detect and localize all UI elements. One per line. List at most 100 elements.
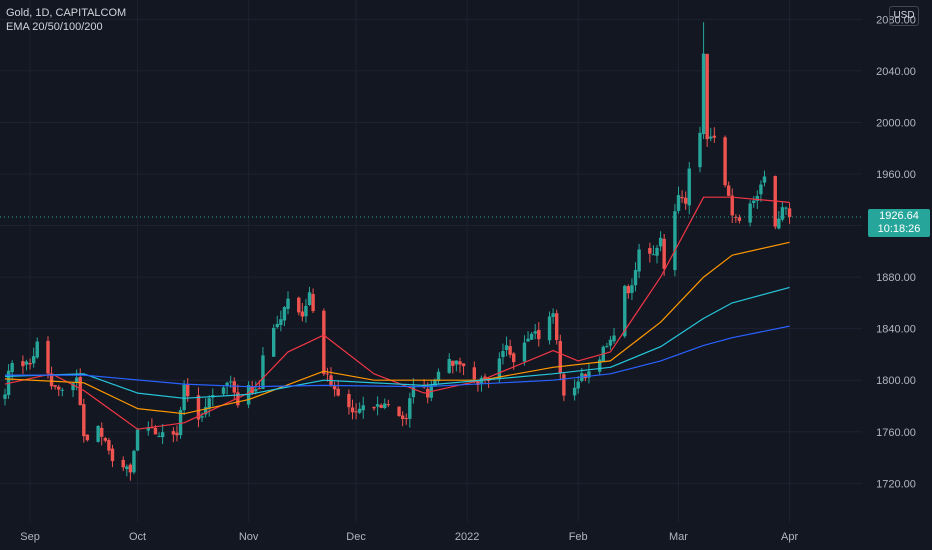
- candle-body: [203, 407, 208, 415]
- candle-body: [49, 373, 54, 387]
- candle-body: [175, 432, 179, 436]
- candle-body: [160, 432, 165, 438]
- candle-body: [651, 254, 656, 256]
- x-tick-label: Apr: [781, 531, 798, 543]
- x-tick-label: Feb: [569, 531, 588, 543]
- candle-body: [551, 313, 555, 317]
- candle-body: [501, 351, 505, 358]
- candle-body: [787, 208, 792, 217]
- candle-body: [254, 388, 258, 392]
- symbol-title[interactable]: Gold, 1D, CAPITALCOM: [6, 7, 127, 19]
- candle-body: [31, 356, 36, 364]
- y-tick-label: 2040.00: [876, 66, 916, 78]
- candle-body: [221, 387, 226, 394]
- candle-body: [683, 197, 688, 204]
- candle-body: [85, 434, 90, 441]
- candle-body: [228, 381, 233, 383]
- candle-body: [135, 429, 140, 451]
- candle-body: [225, 382, 229, 387]
- candle-body: [673, 211, 677, 271]
- candle-body: [28, 363, 32, 365]
- candle-body: [336, 388, 340, 396]
- candle-body: [680, 196, 684, 199]
- candle-body: [576, 381, 580, 389]
- candle-body: [354, 411, 358, 413]
- candle-body: [633, 269, 638, 286]
- candle-body: [196, 395, 201, 420]
- x-tick-label: Dec: [346, 531, 366, 543]
- candle-body: [125, 466, 129, 469]
- candle-body: [100, 427, 104, 437]
- candle-body: [311, 294, 315, 312]
- candle-body: [53, 385, 57, 387]
- candle-body: [386, 404, 391, 406]
- candle-body: [454, 360, 459, 365]
- candle-body: [110, 448, 115, 462]
- candle-body: [372, 407, 376, 409]
- y-tick-label: 1720.00: [876, 478, 916, 490]
- candle-body: [107, 440, 111, 451]
- candle-body: [554, 313, 559, 341]
- candle-body: [512, 353, 516, 363]
- candle-body: [712, 135, 717, 138]
- candle-body: [128, 464, 133, 473]
- x-tick-label: Sep: [20, 531, 40, 543]
- candle-body: [522, 342, 527, 362]
- ema-line-ema-200: [5, 325, 790, 388]
- candle-body: [748, 203, 752, 223]
- candle-body: [375, 404, 380, 407]
- candle-body: [332, 385, 337, 390]
- candle-body: [752, 200, 756, 203]
- candle-body: [476, 381, 480, 385]
- candle-body: [300, 311, 305, 317]
- candle-body: [257, 388, 262, 390]
- candle-body: [447, 358, 451, 373]
- candle-body: [3, 394, 7, 399]
- candle-body: [146, 427, 151, 431]
- candle-body: [780, 207, 785, 220]
- indicator-label[interactable]: EMA 20/50/100/200: [6, 21, 103, 33]
- candle-body: [451, 360, 455, 366]
- candle-body: [461, 363, 466, 367]
- y-tick-label: 1880.00: [876, 272, 916, 284]
- candle-body: [200, 416, 204, 418]
- candle-body: [662, 238, 666, 269]
- candle-body: [537, 329, 541, 340]
- candle-body: [547, 316, 552, 341]
- candle-body: [483, 376, 487, 380]
- candle-body: [472, 367, 477, 380]
- candle-body: [322, 310, 326, 374]
- candle-body: [379, 405, 383, 408]
- y-tick-label: 2080.00: [876, 14, 916, 26]
- y-tick-label: 1800.00: [876, 375, 916, 387]
- price-axis: [862, 0, 932, 550]
- candle-body: [207, 398, 211, 409]
- candle-body: [82, 404, 86, 437]
- candle-body: [701, 53, 706, 134]
- candle-body: [121, 459, 125, 468]
- candle-body: [404, 418, 408, 420]
- candle-body: [687, 168, 691, 206]
- currency-button[interactable]: USD: [889, 6, 919, 26]
- candle-body: [755, 195, 760, 201]
- x-tick-label: Nov: [239, 531, 259, 543]
- candle-body: [737, 217, 742, 221]
- candle-body: [572, 387, 577, 396]
- candle-body: [325, 373, 330, 375]
- candle-body: [533, 331, 537, 334]
- candle-body: [411, 386, 416, 398]
- candle-body: [232, 381, 236, 393]
- candle-body: [658, 237, 663, 247]
- candle-body: [279, 319, 283, 325]
- candle-body: [529, 333, 534, 340]
- candle-body: [723, 137, 727, 186]
- bar-countdown: 10:18:26: [877, 222, 921, 235]
- candle-body: [734, 216, 738, 218]
- candle-body: [784, 207, 788, 209]
- ema-line-ema-100: [4, 286, 790, 399]
- candle-body: [436, 371, 441, 382]
- candle-body: [21, 361, 25, 367]
- candle-body: [630, 285, 634, 293]
